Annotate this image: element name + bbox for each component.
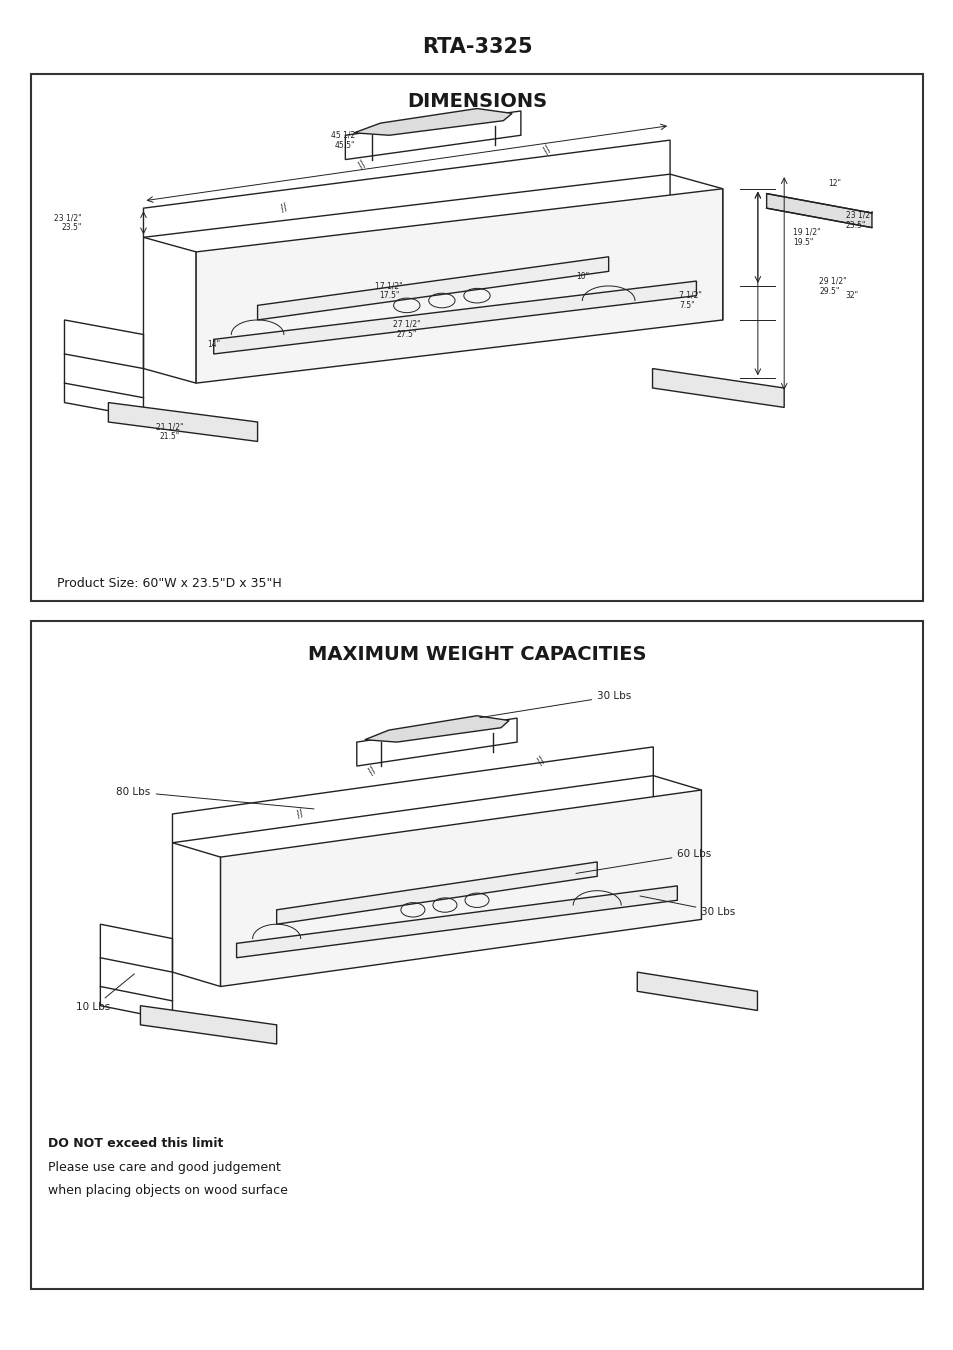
- Text: 17 1/2"
17.5": 17 1/2" 17.5": [375, 281, 402, 301]
- Text: 23 1/2"
23.5": 23 1/2" 23.5": [54, 213, 82, 232]
- Text: RTA-3325: RTA-3325: [421, 38, 532, 57]
- Polygon shape: [652, 369, 783, 408]
- Polygon shape: [109, 402, 257, 441]
- Text: //: //: [295, 809, 306, 819]
- Text: 21 1/2"
21.5": 21 1/2" 21.5": [156, 423, 183, 441]
- Bar: [31, 74, 922, 601]
- Text: //: //: [535, 756, 546, 767]
- Polygon shape: [220, 790, 700, 987]
- Text: //: //: [356, 158, 369, 170]
- Text: 30 Lbs: 30 Lbs: [639, 896, 735, 917]
- Text: DIMENSIONS: DIMENSIONS: [407, 92, 546, 111]
- Text: //: //: [278, 202, 289, 215]
- Text: 14": 14": [207, 340, 220, 348]
- Text: 10": 10": [576, 271, 588, 281]
- Bar: [31, 621, 922, 1289]
- Text: 7 1/2"
7.5": 7 1/2" 7.5": [679, 290, 701, 310]
- Text: 80 Lbs: 80 Lbs: [116, 787, 314, 809]
- Text: DO NOT exceed this limit: DO NOT exceed this limit: [48, 1137, 223, 1150]
- Polygon shape: [196, 189, 722, 383]
- Polygon shape: [257, 256, 608, 320]
- Polygon shape: [140, 1006, 276, 1044]
- Polygon shape: [354, 108, 512, 135]
- Polygon shape: [766, 193, 871, 228]
- Text: 60 Lbs: 60 Lbs: [576, 849, 711, 873]
- Text: when placing objects on wood surface: when placing objects on wood surface: [48, 1184, 287, 1197]
- Text: 12": 12": [827, 180, 841, 189]
- Text: 19 1/2"
19.5": 19 1/2" 19.5": [792, 228, 820, 247]
- Polygon shape: [276, 861, 597, 925]
- Text: 32": 32": [844, 292, 858, 300]
- Text: 23 1/2"
23.5": 23 1/2" 23.5": [844, 211, 872, 230]
- Text: //: //: [540, 144, 553, 155]
- Text: //: //: [367, 765, 378, 776]
- Text: 29 1/2"
29.5": 29 1/2" 29.5": [819, 277, 846, 296]
- Text: 45 1/2"
45.5": 45 1/2" 45.5": [331, 131, 359, 150]
- Polygon shape: [236, 886, 677, 957]
- Text: 27 1/2"
27.5": 27 1/2" 27.5": [393, 320, 420, 339]
- Text: MAXIMUM WEIGHT CAPACITIES: MAXIMUM WEIGHT CAPACITIES: [308, 645, 645, 664]
- Polygon shape: [364, 716, 509, 742]
- Text: 10 Lbs: 10 Lbs: [76, 973, 134, 1012]
- Text: 30 Lbs: 30 Lbs: [479, 691, 631, 718]
- Text: Please use care and good judgement: Please use care and good judgement: [48, 1161, 280, 1174]
- Polygon shape: [213, 281, 696, 354]
- Polygon shape: [637, 972, 757, 1010]
- Text: Product Size: 60"W x 23.5"D x 35"H: Product Size: 60"W x 23.5"D x 35"H: [57, 576, 282, 590]
